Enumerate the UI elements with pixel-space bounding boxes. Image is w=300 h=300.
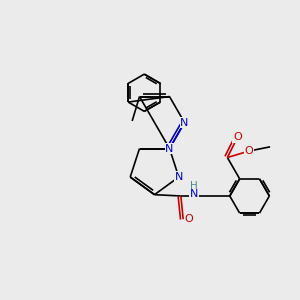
Text: O: O [244, 146, 253, 156]
Text: N: N [189, 190, 198, 200]
Text: H: H [190, 182, 197, 191]
Text: N: N [175, 172, 183, 182]
Text: O: O [233, 132, 242, 142]
Text: N: N [180, 118, 189, 128]
Text: O: O [185, 214, 194, 224]
Text: N: N [165, 143, 174, 154]
